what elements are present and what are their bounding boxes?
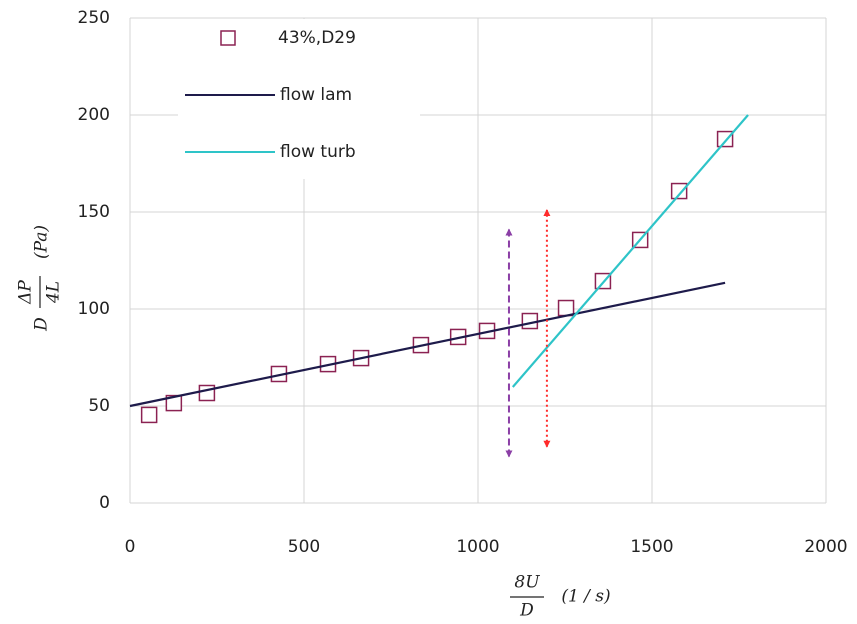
legend: 43%,D29 flow lam flow turb (185, 28, 356, 162)
plot-area: 0 50 100 150 200 250 0 500 1000 1500 2000 43%,D29 fl… (78, 8, 848, 557)
x-tick-label: 1000 (456, 537, 499, 557)
y-axis-label: D ΔP 4L (Pa) (16, 225, 64, 332)
legend-label: 43%,D29 (278, 28, 356, 48)
legend-label: flow lam (280, 85, 352, 105)
y-label-prefix: D (32, 317, 52, 332)
x-tick-label: 500 (288, 537, 320, 557)
x-tick-label: 1500 (630, 537, 673, 557)
y-label-numerator: ΔP (16, 280, 36, 305)
y-tick-label: 250 (78, 8, 110, 28)
x-axis-label: 8U D (1 / s) (510, 573, 611, 621)
fit-line (511, 114, 749, 388)
legend-label: flow turb (280, 142, 356, 162)
y-tick-label: 0 (99, 493, 110, 513)
arrow-head (505, 228, 513, 236)
fit-line (129, 281, 726, 408)
arrow-head (543, 440, 551, 448)
data-point (716, 130, 734, 148)
y-label-denominator: 4L (44, 281, 64, 304)
arrow-head (505, 450, 513, 458)
y-tick-label: 150 (78, 202, 110, 222)
y-tick-label: 200 (78, 105, 110, 125)
y-tick-label: 100 (78, 299, 110, 319)
x-tick-label: 0 (125, 537, 136, 557)
y-tick-label: 50 (88, 396, 110, 416)
x-label-unit: (1 / s) (561, 587, 610, 607)
legend-marker (220, 30, 236, 46)
data-point (165, 394, 183, 412)
x-label-numerator: 8U (514, 573, 540, 593)
data-point (140, 406, 158, 424)
arrow-head (543, 209, 551, 217)
data-point (670, 182, 688, 200)
x-label-denominator: D (519, 601, 534, 621)
data-point (198, 384, 216, 402)
y-label-unit: (Pa) (32, 225, 52, 259)
data-point (557, 299, 575, 317)
x-tick-label: 2000 (804, 537, 847, 557)
